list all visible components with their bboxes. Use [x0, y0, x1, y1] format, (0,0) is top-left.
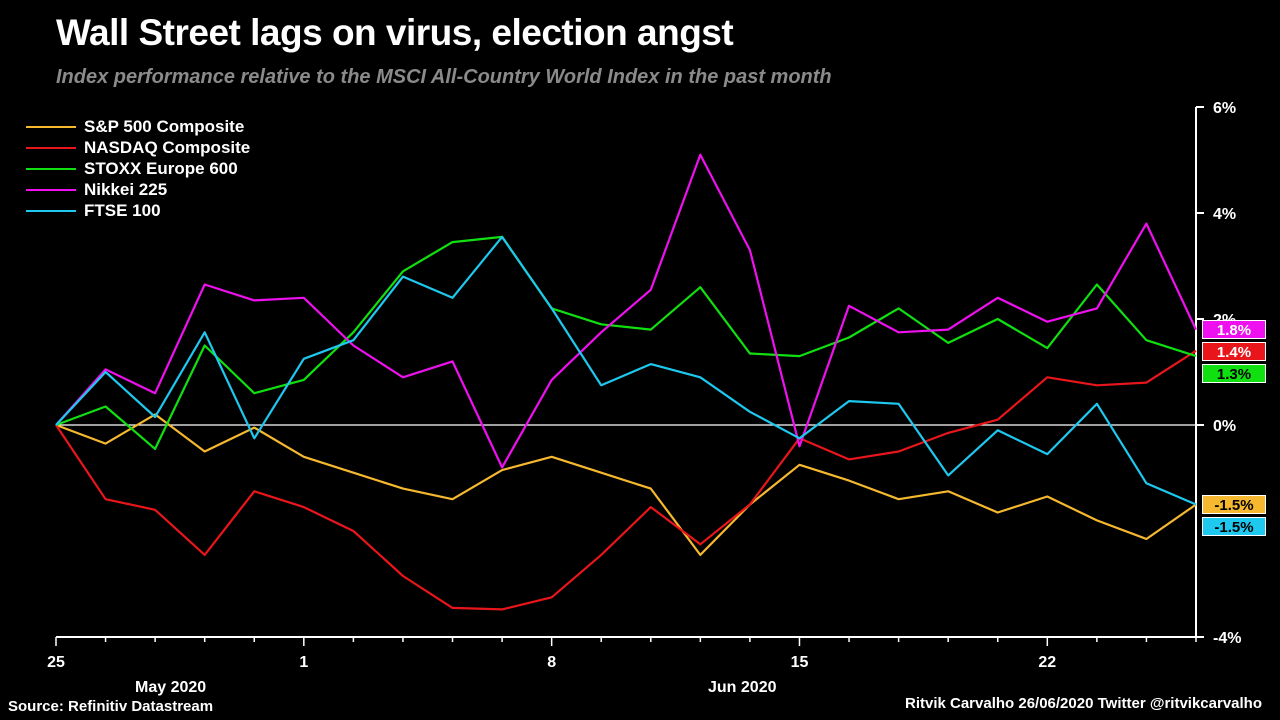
series-line: [55, 235, 1197, 450]
legend-item: Nikkei 225: [26, 179, 250, 200]
month-label-jun: Jun 2020: [708, 679, 777, 696]
end-value-label: 1.8%: [1202, 320, 1266, 340]
end-value-label: -1.5%: [1202, 495, 1266, 514]
legend-item: STOXX Europe 600: [26, 158, 250, 179]
legend-swatch: [26, 209, 76, 212]
credit-note: Ritvik Carvalho 26/06/2020 Twitter @ritv…: [904, 695, 1262, 712]
month-label-may: May 2020: [135, 679, 207, 696]
legend: S&P 500 Composite NASDAQ Composite STOXX…: [26, 116, 250, 221]
end-value-label: -1.5%: [1202, 517, 1266, 536]
x-tick-label: 25: [47, 654, 65, 671]
y-tick-label: 4%: [1213, 206, 1236, 223]
end-value-label: 1.4%: [1202, 342, 1266, 362]
y-tick-label: 0%: [1213, 418, 1236, 435]
series-line: [55, 153, 1197, 469]
legend-swatch: [26, 146, 76, 149]
x-tick-label: 22: [1038, 654, 1056, 671]
legend-label: S&P 500 Composite: [84, 116, 245, 136]
legend-swatch: [26, 125, 76, 128]
x-tick-label: 15: [791, 654, 809, 671]
x-tick-label: 1: [299, 654, 308, 671]
y-tick-label: 6%: [1213, 100, 1236, 117]
chart-subtitle: Index performance relative to the MSCI A…: [56, 66, 832, 88]
legend-swatch: [26, 188, 76, 191]
x-tick-label: 8: [547, 654, 556, 671]
y-tick-label: -4%: [1213, 630, 1241, 647]
series-line: [55, 235, 1197, 506]
legend-item: S&P 500 Composite: [26, 116, 250, 137]
legend-label: STOXX Europe 600: [84, 158, 238, 178]
legend-label: NASDAQ Composite: [84, 137, 251, 157]
end-value-label: 1.3%: [1202, 364, 1266, 384]
legend-item: NASDAQ Composite: [26, 137, 250, 158]
legend-label: FTSE 100: [84, 200, 161, 220]
legend-swatch: [26, 167, 76, 170]
source-note: Source: Refinitiv Datastream: [8, 698, 214, 715]
legend-label: Nikkei 225: [84, 179, 168, 199]
series-line: [55, 413, 1197, 557]
chart-title: Wall Street lags on virus, election angs…: [56, 12, 734, 53]
legend-item: FTSE 100: [26, 200, 250, 221]
series-line: [55, 349, 1197, 611]
